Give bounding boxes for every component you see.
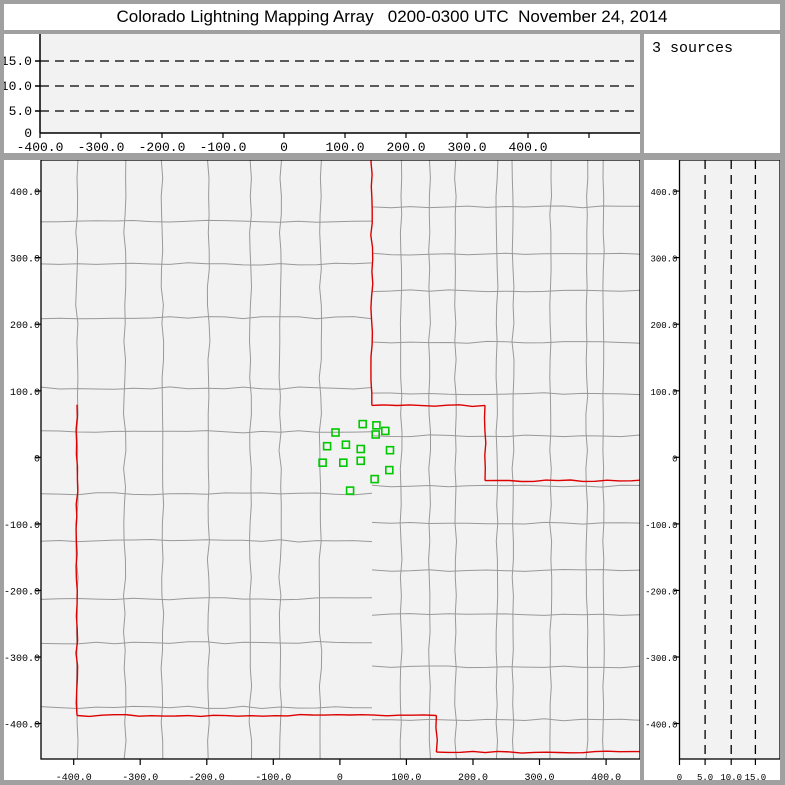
svg-text:200.0: 200.0 xyxy=(10,321,40,332)
svg-text:400.0: 400.0 xyxy=(10,188,40,199)
svg-text:-400.0: -400.0 xyxy=(17,140,64,153)
svg-text:10.0: 10.0 xyxy=(720,773,742,780)
svg-text:400.0: 400.0 xyxy=(650,188,677,198)
svg-text:300.0: 300.0 xyxy=(650,255,677,265)
svg-text:-300.0: -300.0 xyxy=(4,654,40,665)
svg-text:100.0: 100.0 xyxy=(650,388,677,398)
svg-text:-100.0: -100.0 xyxy=(200,140,247,153)
svg-text:300.0: 300.0 xyxy=(447,140,486,153)
svg-text:10.0: 10.0 xyxy=(4,79,32,94)
svg-text:5.0: 5.0 xyxy=(697,773,713,780)
svg-text:300.0: 300.0 xyxy=(524,773,554,780)
svg-text:400.0: 400.0 xyxy=(591,773,621,780)
svg-text:-200.0: -200.0 xyxy=(4,587,40,598)
svg-text:0: 0 xyxy=(337,773,343,780)
svg-text:-400.0: -400.0 xyxy=(645,721,677,731)
svg-text:0: 0 xyxy=(34,454,40,465)
svg-text:-200.0: -200.0 xyxy=(139,140,186,153)
svg-text:-200.0: -200.0 xyxy=(645,587,677,597)
svg-text:15.0: 15.0 xyxy=(745,773,767,780)
svg-text:0: 0 xyxy=(280,140,288,153)
svg-text:-300.0: -300.0 xyxy=(78,140,125,153)
svg-text:5.0: 5.0 xyxy=(9,104,32,119)
svg-text:-300.0: -300.0 xyxy=(122,773,158,780)
svg-text:100.0: 100.0 xyxy=(10,388,40,399)
svg-text:-400.0: -400.0 xyxy=(56,773,92,780)
svg-text:-100.0: -100.0 xyxy=(4,521,40,532)
svg-text:15.0: 15.0 xyxy=(4,54,32,69)
svg-text:-400.0: -400.0 xyxy=(4,721,40,732)
svg-text:200.0: 200.0 xyxy=(458,773,488,780)
svg-text:100.0: 100.0 xyxy=(325,140,364,153)
svg-text:0: 0 xyxy=(672,454,677,464)
svg-text:-300.0: -300.0 xyxy=(645,654,677,664)
svg-text:300.0: 300.0 xyxy=(10,255,40,266)
svg-text:200.0: 200.0 xyxy=(386,140,425,153)
svg-text:200.0: 200.0 xyxy=(650,321,677,331)
svg-text:400.0: 400.0 xyxy=(508,140,547,153)
svg-text:0: 0 xyxy=(24,126,32,141)
svg-text:-200.0: -200.0 xyxy=(189,773,225,780)
svg-text:-100.0: -100.0 xyxy=(255,773,291,780)
svg-text:0: 0 xyxy=(677,773,682,780)
svg-text:100.0: 100.0 xyxy=(391,773,421,780)
svg-text:-100.0: -100.0 xyxy=(645,521,677,531)
